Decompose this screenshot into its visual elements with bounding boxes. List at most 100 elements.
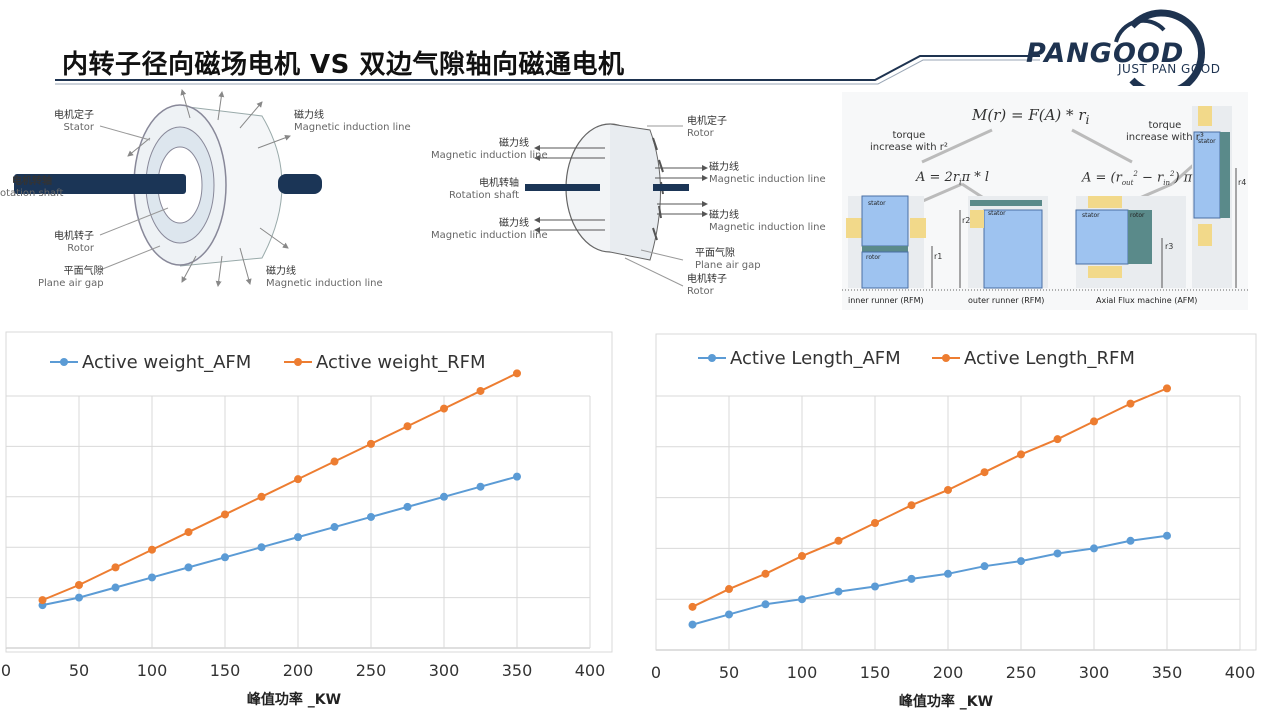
label-rotor-cn: 电机转子: [54, 231, 94, 242]
data-point: [1126, 536, 1135, 545]
inner-stator-label: stator: [868, 200, 886, 207]
data-point: [513, 472, 521, 481]
data-point: [1053, 549, 1062, 558]
data-point: [1163, 531, 1171, 540]
legend-swatch-marker: [60, 358, 68, 366]
legend-label: Active Length_RFM: [964, 348, 1135, 369]
mid-label-flux-r1-cn: 磁力线: [709, 162, 739, 173]
legend-label: Active weight_AFM: [82, 352, 251, 373]
chart-frame: [5, 331, 613, 653]
data-point: [111, 583, 120, 592]
data-point: [944, 569, 952, 578]
page-title: 内转子径向磁场电机 VS 双边气隙轴向磁通电机: [62, 50, 625, 80]
data-point: [798, 595, 806, 604]
data-point: [1090, 417, 1098, 426]
data-point: [476, 386, 485, 395]
chart-active-weight-svg: 0 50 100 150 200 250 300 350 400 峰值功率 _KW Active w…: [1, 331, 613, 708]
mid-label-flux-r2-en: Magnetic induction line: [709, 222, 826, 233]
x-tick-label: 300: [1079, 663, 1110, 682]
caption-outer-runner: outer runner (RFM): [968, 296, 1045, 305]
data-point: [221, 510, 229, 519]
formula-area-afm-c: ) π: [1174, 170, 1193, 186]
logo-tagline: JUST PAN GOOD: [1118, 62, 1221, 76]
mid-label-stator-cn: 电机定子: [687, 116, 727, 127]
tall-stator-label: stator: [1198, 138, 1216, 145]
data-point: [980, 562, 989, 571]
label-shaft: 电机转轴 otation shaft: [0, 176, 63, 200]
x-tick-label: 100: [787, 663, 818, 682]
x-tick-label: 250: [1006, 663, 1037, 682]
data-point: [294, 533, 302, 542]
data-point: [257, 543, 266, 552]
radial-motor-diagram: 电机定子 Stator 磁力线 Magnetic induction line …: [0, 88, 411, 303]
label-flux-top-en: Magnetic induction line: [294, 122, 411, 133]
data-point: [1126, 399, 1135, 408]
series-line: [42, 372, 518, 602]
data-point: [440, 492, 448, 501]
machine-comparison-drawing: [842, 106, 1248, 291]
legend-swatch-marker: [294, 358, 302, 366]
axial-motor-diagram: 磁力线 Magnetic induction line 电机转轴 Rotatio…: [425, 100, 826, 300]
data-point: [148, 545, 156, 554]
label-airgap-en: Plane air gap: [38, 278, 104, 289]
data-point: [330, 457, 339, 466]
logo-ring-icon: [1114, 9, 1205, 86]
data-point: [257, 492, 266, 501]
label-stator: 电机定子 Stator: [54, 110, 94, 134]
mid-label-flux-r1-en: Magnetic induction line: [709, 174, 826, 185]
mid-label-airgap-en: Plane air gap: [695, 260, 761, 271]
mid-label-flux-l2-en: Magnetic induction line: [431, 230, 548, 241]
header-underline: [55, 55, 1040, 85]
mid-label-flux-r1: 磁力线 Magnetic induction line: [709, 162, 826, 186]
mid-label-flux-r2-cn: 磁力线: [709, 210, 739, 221]
dim-r2: r2: [962, 216, 971, 225]
torque-left-note: torque increase with r²: [870, 130, 948, 153]
dim-r3: r3: [1165, 242, 1174, 251]
chart-active-weight: 0 50 100 150 200 250 300 350 400 峰值功率 _KW Active w…: [0, 318, 620, 714]
inner-rotor-label: rotor: [866, 254, 881, 261]
mid-label-flux-r2: 磁力线 Magnetic induction line: [709, 210, 826, 234]
mid-label-flux-l1-en: Magnetic induction line: [431, 150, 548, 161]
label-rotor: 电机转子 Rotor: [54, 231, 94, 255]
mid-label-stator-en: Rotor: [687, 128, 714, 139]
data-point: [1017, 557, 1025, 566]
label-flux-bottom: 磁力线 Magnetic induction line: [266, 266, 383, 290]
label-flux-bottom-en: Magnetic induction line: [266, 278, 383, 289]
label-airgap: 平面气隙 Plane air gap: [38, 266, 104, 290]
machine-comparison-diagram: M(r) = F(A) * ri torque increase with r²…: [842, 92, 1248, 310]
outer-stator-label: stator: [988, 210, 1006, 217]
radial-motor-drawing: [14, 89, 322, 287]
x-tick-label: 0: [1, 661, 11, 680]
data-point: [403, 502, 412, 511]
data-point: [907, 574, 916, 583]
x-tick-label: 200: [283, 661, 314, 680]
data-point: [725, 585, 733, 594]
mid-label-rotor-cn: 电机转子: [687, 274, 727, 285]
data-point: [1090, 544, 1098, 553]
data-point: [330, 523, 339, 532]
data-point: [834, 536, 843, 545]
formula-area-afm-b: − r: [1137, 170, 1164, 186]
data-point: [1017, 450, 1025, 459]
mid-label-shaft: 电机转轴 Rotation shaft: [447, 178, 519, 202]
caption-inner-runner: inner runner (RFM): [848, 296, 924, 305]
x-tick-label: 350: [1152, 663, 1183, 682]
data-point: [221, 553, 229, 562]
x-axis-title: 峰值功率 _KW: [899, 693, 993, 710]
mid-label-flux-l2: 磁力线 Magnetic induction line: [431, 218, 548, 242]
data-point: [725, 610, 733, 619]
formula-area-afm-a: A = (r: [1082, 170, 1122, 186]
data-point: [1163, 384, 1171, 393]
axial-rotor-label: rotor: [1130, 212, 1145, 219]
series-line: [692, 387, 1168, 608]
mid-label-flux-l1-cn: 磁力线: [499, 138, 529, 149]
label-flux-bottom-cn: 磁力线: [266, 266, 296, 277]
data-point: [440, 404, 448, 413]
label-stator-en: Stator: [63, 122, 94, 133]
data-point: [688, 602, 697, 611]
data-point: [294, 475, 302, 484]
formula-area-rfm-b: π * l: [961, 170, 990, 185]
data-point: [476, 482, 485, 491]
data-point: [75, 581, 83, 589]
data-point: [148, 573, 156, 582]
